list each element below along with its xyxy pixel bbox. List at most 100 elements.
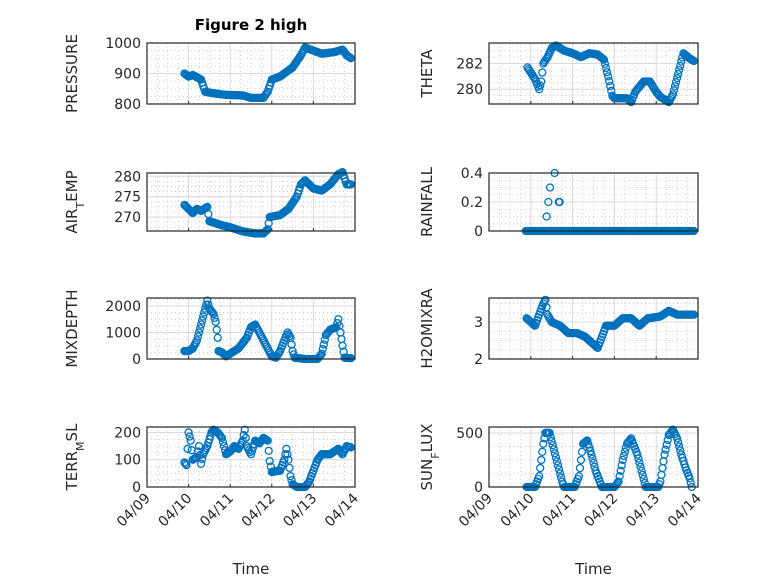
- data-point: [192, 336, 202, 345]
- x-tick-label: 04/12: [581, 491, 621, 531]
- y-label-main: SUN: [418, 459, 436, 491]
- data-point: [551, 453, 561, 462]
- subplot-theta: 280 282 THETA: [418, 41, 699, 107]
- data-point: [274, 348, 284, 357]
- y-label-rest: EMP: [63, 170, 81, 201]
- data-point: [673, 438, 683, 447]
- data-point: [547, 436, 556, 446]
- y-tick-label: 1000: [105, 36, 141, 52]
- data-point: [574, 472, 584, 481]
- data-point: [241, 334, 250, 344]
- data-point: [673, 69, 683, 79]
- y-tick-label: 2: [474, 352, 483, 368]
- data-point: [213, 333, 222, 342]
- axes-box: [488, 297, 699, 360]
- data-point: [577, 447, 587, 457]
- axes-box: [488, 426, 699, 488]
- data-point: [193, 332, 203, 341]
- x-tick-label: 04/11: [540, 491, 580, 531]
- data-point: [262, 226, 271, 235]
- data-point: [689, 56, 698, 66]
- axes-box: [146, 172, 356, 232]
- data-point: [633, 450, 642, 459]
- x-tick-label: 04/09: [114, 491, 154, 531]
- data-point: [671, 78, 681, 87]
- data-point: [186, 436, 195, 445]
- y-axis-label: H2OMIXRA: [418, 288, 436, 369]
- data-point: [634, 454, 643, 463]
- data-point: [241, 433, 250, 443]
- data-point: [620, 447, 629, 457]
- data-point: [539, 439, 548, 448]
- data-point: [346, 443, 355, 452]
- y-tick-label: 800: [114, 97, 141, 113]
- axes-box: [488, 172, 699, 232]
- data-point: [600, 59, 610, 69]
- data-point: [549, 445, 558, 454]
- data-point: [536, 463, 545, 473]
- data-point: [212, 325, 221, 334]
- y-axis-label: TERRMSL: [63, 423, 87, 492]
- data-point: [635, 458, 644, 467]
- subplot-h2omixra: 2 3 H2OMIXRA: [418, 288, 699, 369]
- y-tick-label: 200: [114, 425, 141, 441]
- data-point: [195, 324, 205, 333]
- data-point: [586, 446, 595, 456]
- data-point: [346, 180, 355, 189]
- data-point: [619, 451, 628, 461]
- data-point: [263, 436, 272, 445]
- y-label-main: TERR: [63, 451, 81, 492]
- data-point: [346, 354, 355, 363]
- subplot-sun: 0 500 SUNFLUX 04/09 04/10 04/11 04/12 04/13 04/1…: [418, 424, 705, 578]
- y-axis-label: THETA: [418, 49, 436, 99]
- data-point: [670, 82, 680, 91]
- y-tick-label: 900: [114, 67, 141, 83]
- data-point: [668, 90, 678, 99]
- subplot-air: 270 275 280 AIRTEMP: [63, 168, 356, 238]
- y-axis-label: AIRTEMP: [63, 170, 87, 233]
- data-point: [218, 437, 228, 447]
- y-tick-label: 500: [456, 426, 483, 442]
- y-label-subscript: F: [429, 452, 442, 458]
- data-point: [615, 472, 624, 481]
- data-point: [538, 447, 547, 457]
- data-point: [203, 296, 212, 305]
- data-point: [660, 450, 669, 459]
- data-point: [598, 54, 608, 63]
- data-point: [535, 472, 544, 481]
- data-point: [183, 444, 192, 453]
- data-point: [672, 434, 682, 443]
- data-point: [675, 442, 684, 451]
- data-point: [319, 340, 328, 349]
- y-tick-label: 0.4: [461, 166, 483, 182]
- data-point: [217, 433, 227, 443]
- data-point: [639, 474, 648, 484]
- y-label-rest: LUX: [418, 424, 436, 453]
- data-point: [636, 462, 645, 471]
- data-point: [204, 300, 213, 309]
- y-axis-label: MIXDEPTH: [63, 289, 81, 367]
- data-point: [621, 443, 631, 452]
- y-label-main: PRESSURE: [63, 34, 81, 113]
- data-point: [554, 465, 564, 474]
- data-point: [662, 440, 671, 449]
- figure-title: Figure 2 high: [195, 16, 308, 34]
- x-tick-label: 04/14: [322, 490, 362, 530]
- y-label-main: THETA: [418, 49, 436, 99]
- data-point: [544, 197, 553, 207]
- data-point: [677, 57, 686, 66]
- axes-box: [488, 42, 699, 105]
- data-point: [537, 77, 546, 86]
- data-point: [552, 457, 562, 466]
- data-point: [606, 81, 615, 91]
- data-point: [537, 455, 546, 465]
- data-point: [338, 341, 347, 350]
- data-point: [638, 470, 647, 479]
- y-tick-label: 275: [114, 190, 141, 206]
- data-point: [263, 225, 272, 234]
- data-point: [529, 73, 539, 82]
- data-point: [196, 320, 206, 329]
- data-point: [262, 89, 271, 98]
- data-point: [240, 425, 249, 434]
- data-point: [602, 68, 612, 77]
